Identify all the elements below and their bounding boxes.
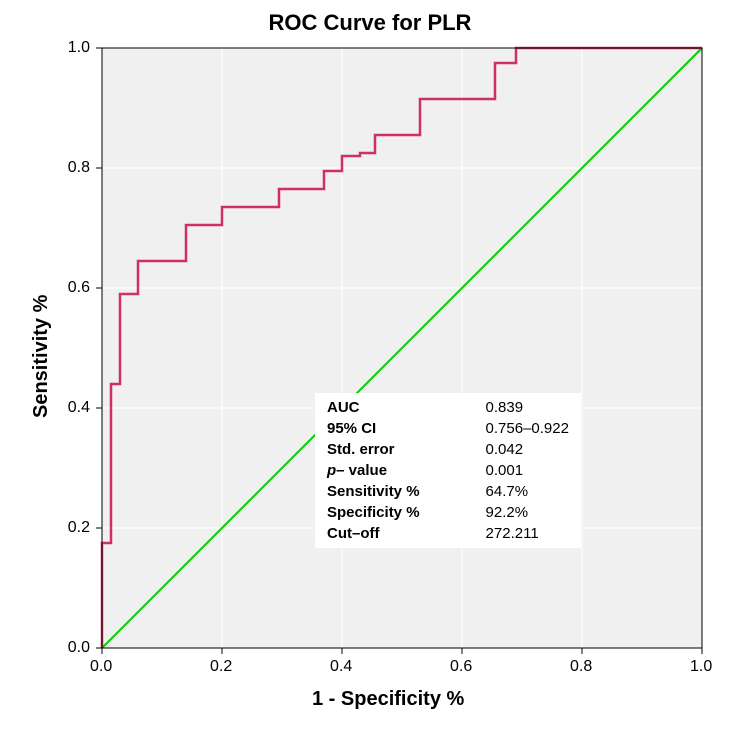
stats-value: 272.211 xyxy=(480,523,575,544)
stats-key: Sensitivity % xyxy=(321,481,480,502)
x-tick-label: 0.4 xyxy=(330,658,352,676)
y-tick-label: 0.2 xyxy=(68,519,90,537)
stats-value: 0.001 xyxy=(480,460,575,481)
y-axis-label: Sensitivity % xyxy=(30,295,53,418)
plot-svg xyxy=(92,38,712,658)
stats-row: 95% CI0.756–0.922 xyxy=(321,418,575,439)
stats-value: 92.2% xyxy=(480,502,575,523)
stats-value: 64.7% xyxy=(480,481,575,502)
y-tick-label: 1.0 xyxy=(68,39,90,57)
stats-key: 95% CI xyxy=(321,418,480,439)
stats-key: p– value xyxy=(321,460,480,481)
stats-table: AUC0.83995% CI0.756–0.922Std. error0.042… xyxy=(321,397,575,544)
stats-value: 0.839 xyxy=(480,397,575,418)
x-tick-label: 0.8 xyxy=(570,658,592,676)
x-axis-label: 1 - Specificity % xyxy=(312,688,464,711)
stats-row: Specificity %92.2% xyxy=(321,502,575,523)
x-tick-label: 0.0 xyxy=(90,658,112,676)
stats-value: 0.756–0.922 xyxy=(480,418,575,439)
y-tick-label: 0.8 xyxy=(68,159,90,177)
stats-row: Sensitivity %64.7% xyxy=(321,481,575,502)
stats-row: AUC0.839 xyxy=(321,397,575,418)
stats-value: 0.042 xyxy=(480,439,575,460)
x-tick-label: 0.2 xyxy=(210,658,232,676)
stats-row: Cut–off272.211 xyxy=(321,523,575,544)
stats-key: Cut–off xyxy=(321,523,480,544)
x-tick-label: 1.0 xyxy=(690,658,712,676)
x-tick-label: 0.6 xyxy=(450,658,472,676)
stats-box: AUC0.83995% CI0.756–0.922Std. error0.042… xyxy=(315,393,581,548)
y-tick-label: 0.4 xyxy=(68,399,90,417)
chart-title: ROC Curve for PLR xyxy=(0,10,740,36)
stats-row: p– value0.001 xyxy=(321,460,575,481)
y-tick-label: 0.6 xyxy=(68,279,90,297)
figure-container: ROC Curve for PLR Sensitivity % 1 - Spec… xyxy=(0,0,740,733)
stats-key: Std. error xyxy=(321,439,480,460)
stats-row: Std. error0.042 xyxy=(321,439,575,460)
stats-key: AUC xyxy=(321,397,480,418)
stats-key: Specificity % xyxy=(321,502,480,523)
y-tick-label: 0.0 xyxy=(68,639,90,657)
